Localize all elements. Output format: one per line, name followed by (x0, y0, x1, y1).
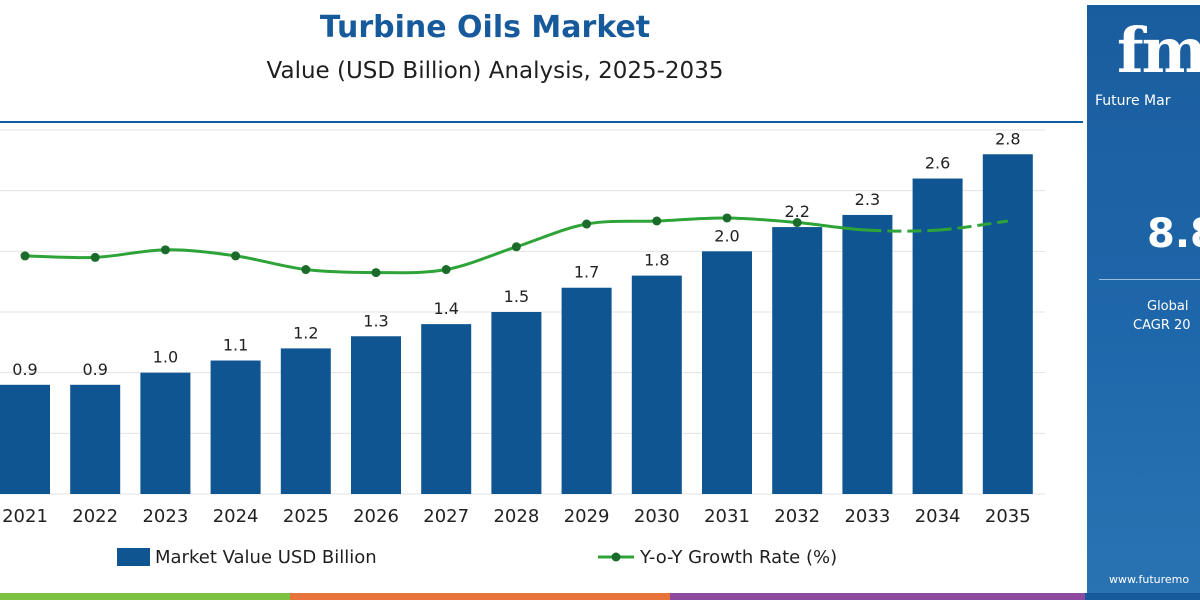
bar-value-label: 0.9 (82, 360, 107, 379)
bar-value-label: 2.8 (995, 129, 1020, 148)
x-tick-label: 2021 (2, 506, 48, 527)
x-tick-label: 2025 (283, 506, 329, 527)
growth-line-segment (305, 268, 377, 275)
x-axis-ticks: 2021 2022 2023 2024 2025 2026 2027 2028 2029 2030… (2, 506, 1031, 527)
growth-line-segment (515, 222, 587, 249)
bar-value-label: 1.2 (293, 323, 318, 342)
growth-point (20, 251, 30, 261)
bar-value-label: 2.2 (784, 202, 809, 221)
bottom-strip-2 (290, 593, 670, 600)
bar (491, 312, 542, 494)
brand-side-panel: fmi Future Mar 8.8 Global CAGR 20 www.fu… (1087, 5, 1200, 595)
growth-line-segment (726, 216, 798, 225)
growth-line-segment (24, 254, 96, 260)
bottom-strip-4 (1085, 593, 1200, 600)
growth-line-segment (937, 219, 1008, 232)
bar-value-labels: 0.9 0.9 1.0 1.1 1.2 1.3 1.4 1.5 1.7 1.8 2.0 2.2 2.3 2… (12, 129, 1020, 379)
chart-subtitle: Value (USD Billion) Analysis, 2025-2035 (266, 58, 724, 84)
bar (280, 348, 331, 494)
bar-value-label: 0.9 (12, 360, 37, 379)
growth-point (582, 219, 592, 229)
growth-line-segment (445, 245, 517, 272)
x-tick-label: 2032 (774, 506, 820, 527)
growth-line-segment (586, 219, 657, 226)
bar (912, 178, 963, 495)
bar-value-label: 1.5 (504, 287, 529, 306)
growth-point (511, 242, 521, 252)
bar (561, 287, 612, 494)
bar-value-label: 1.8 (644, 251, 669, 270)
header-divider (0, 121, 1083, 123)
growth-point (652, 216, 662, 226)
growth-line-segment (867, 228, 938, 233)
bar-value-label: 2.6 (925, 154, 950, 173)
bar-value-label: 1.3 (363, 311, 388, 330)
website-link[interactable]: www.futuremo (1109, 573, 1190, 586)
fmi-logo: fmi (1117, 14, 1200, 87)
growth-line-segment (797, 221, 868, 232)
growth-point (441, 265, 451, 275)
bar (70, 384, 121, 494)
bar (421, 324, 472, 494)
bar-value-label: 1.4 (433, 299, 458, 318)
legend: Market Value USD Billion Y-o-Y Growth Ra… (117, 547, 837, 568)
x-tick-label: 2024 (213, 506, 259, 527)
x-tick-label: 2029 (564, 506, 610, 527)
growth-point (160, 245, 170, 255)
bar (351, 336, 401, 494)
panel-divider (1099, 279, 1200, 280)
bottom-strip-3 (670, 593, 1085, 600)
x-tick-label: 2028 (493, 506, 539, 527)
chart: 0.9 0.9 1.0 1.1 1.2 1.3 1.4 1.5 1.7 1.8 2.0 2.2 2.3 2… (0, 129, 1045, 568)
bar (210, 360, 261, 494)
bar (772, 227, 823, 495)
legend-label-market-value[interactable]: Market Value USD Billion (155, 547, 377, 568)
bar-value-label: 2.0 (714, 226, 739, 245)
bar-value-label: 1.7 (574, 263, 599, 282)
x-tick-label: 2034 (915, 506, 961, 527)
x-tick-label: 2030 (634, 506, 680, 527)
growth-line-segment (165, 248, 236, 258)
growth-point (301, 265, 311, 275)
cagr-value: 8.8 (1147, 211, 1200, 257)
bar (982, 154, 1033, 494)
growth-line-segment (95, 248, 166, 259)
bar-value-label: 1.1 (223, 336, 248, 355)
bar (842, 214, 893, 494)
x-tick-label: 2035 (985, 506, 1031, 527)
growth-point (90, 252, 100, 262)
growth-line-segment (375, 268, 447, 275)
bar (702, 251, 752, 494)
growth-line-layer (20, 213, 1008, 278)
bar (140, 372, 191, 494)
brand-name: Future Mar (1095, 93, 1171, 109)
legend-marker-growth[interactable] (611, 552, 621, 562)
cagr-label-line2: CAGR 20 (1133, 318, 1191, 333)
x-tick-label: 2027 (423, 506, 469, 527)
growth-point (231, 251, 241, 261)
chart-title: Turbine Oils Market (319, 10, 651, 45)
x-tick-label: 2022 (72, 506, 118, 527)
x-tick-label: 2033 (844, 506, 890, 527)
growth-point (371, 268, 381, 278)
x-tick-label: 2031 (704, 506, 750, 527)
cagr-label-line1: Global (1147, 299, 1189, 314)
bar (0, 384, 50, 494)
growth-point (722, 213, 732, 223)
bar (631, 275, 682, 494)
bars (0, 154, 1033, 495)
x-tick-label: 2023 (142, 506, 188, 527)
growth-line-segment (656, 216, 728, 223)
x-tick-label: 2026 (353, 506, 399, 527)
legend-label-growth[interactable]: Y-o-Y Growth Rate (%) (639, 547, 837, 568)
bar-value-label: 1.0 (153, 348, 178, 367)
bottom-strip-1 (0, 593, 290, 600)
growth-point (792, 218, 802, 228)
legend-swatch-market-value[interactable] (117, 548, 150, 566)
growth-line-segment (235, 254, 306, 272)
bar-value-label: 2.3 (855, 190, 880, 209)
